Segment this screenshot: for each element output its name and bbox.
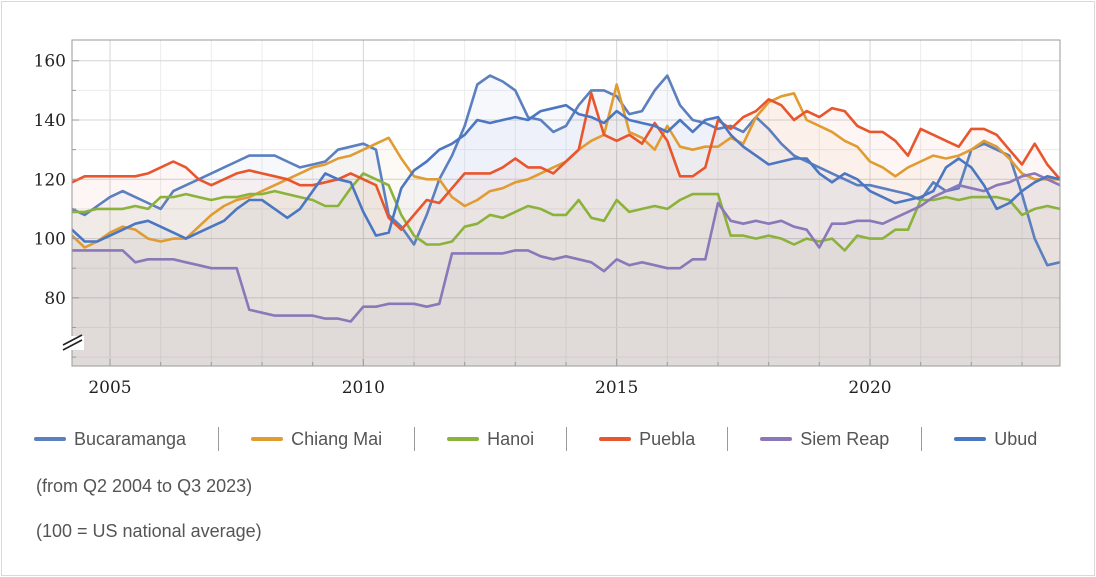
legend-label: Chiang Mai	[291, 428, 383, 449]
x-tick-label: 2015	[595, 378, 638, 398]
y-tick-label: 140	[34, 111, 66, 131]
series-fill-ubud	[72, 105, 1060, 366]
grid-lines	[72, 40, 1060, 366]
legend-separator	[218, 427, 220, 451]
legend-item-siem-reap: Siem Reap	[760, 429, 889, 450]
series-line-siem-reap	[72, 172, 1060, 323]
legend-label: Siem Reap	[800, 428, 890, 449]
legend-swatch	[447, 437, 480, 441]
legend-swatch	[954, 437, 987, 441]
legend-separator	[727, 427, 729, 451]
series-fill-bucaramanga	[72, 75, 1060, 366]
series-fill-chiang-mai	[72, 84, 1060, 366]
legend-item-hanoi: Hanoi	[447, 429, 534, 450]
series-line-puebla	[72, 92, 1060, 231]
y-axis-break-marker	[60, 334, 84, 351]
y-tick-label: 120	[34, 170, 66, 190]
area-fills	[72, 75, 1060, 366]
legend-label: Hanoi	[487, 428, 535, 449]
series-line-bucaramanga	[72, 74, 1060, 267]
y-tick-label: 80	[44, 289, 66, 309]
series-line-hanoi	[72, 172, 1060, 252]
legend-swatch	[34, 437, 66, 441]
series-fill-puebla	[72, 93, 1060, 366]
legend: Bucaramanga Chiang Mai Hanoi Puebla Siem…	[34, 425, 1037, 453]
legend-item-puebla: Puebla	[599, 429, 695, 450]
x-tick-label: 2005	[88, 378, 131, 398]
legend-item-bucaramanga: Bucaramanga	[34, 429, 186, 450]
x-tick-label: 2010	[342, 378, 385, 398]
legend-label: Ubud	[994, 428, 1038, 449]
legend-separator	[921, 427, 923, 451]
line-chart: 80 100 120 140 160 2005 2010 2015 2020	[34, 39, 1061, 398]
axis-ticks: 80 100 120 140 160 2005 2010 2015 2020	[34, 52, 1023, 398]
series-line-ubud	[72, 103, 1060, 243]
baseline-note: (100 = US national average)	[36, 521, 262, 541]
legend-swatch	[760, 437, 793, 441]
legend-item-ubud: Ubud	[954, 429, 1037, 450]
y-tick-label: 100	[34, 230, 66, 250]
legend-swatch	[599, 437, 632, 441]
series-lines	[72, 74, 1060, 323]
series-line-chiang-mai	[72, 83, 1060, 249]
date-range-note: (from Q2 2004 to Q3 2023)	[36, 476, 253, 496]
legend-separator	[414, 427, 416, 451]
legend-label: Puebla	[639, 428, 696, 449]
legend-label: Bucaramanga	[74, 428, 187, 449]
y-tick-label: 160	[34, 52, 66, 72]
legend-separator	[566, 427, 568, 451]
x-tick-label: 2020	[848, 378, 891, 398]
legend-swatch	[251, 437, 284, 441]
legend-item-chiang-mai: Chiang Mai	[251, 429, 382, 450]
